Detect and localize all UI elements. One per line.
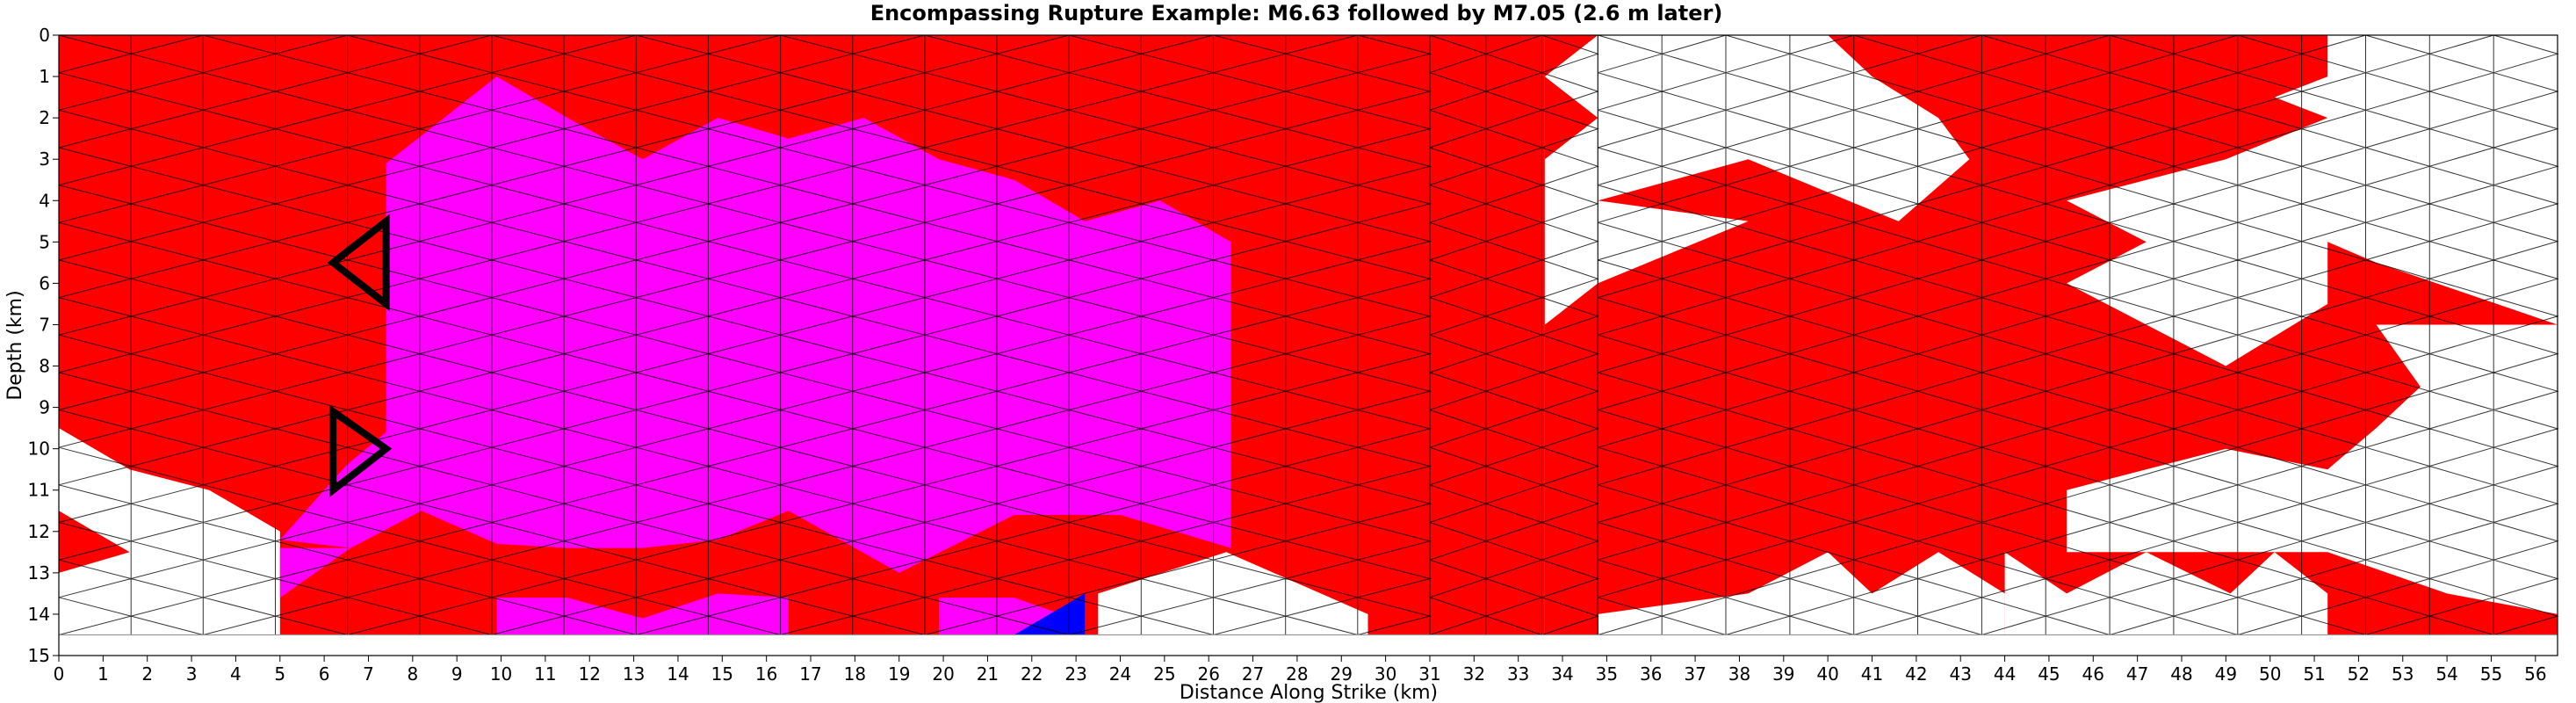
x-tick-label-49: 49 <box>2215 663 2237 685</box>
x-tick-label-33: 33 <box>1507 663 1529 685</box>
x-tick-label-11: 11 <box>534 663 556 685</box>
region-unruptured-3 <box>1598 552 2005 635</box>
region-overlap-0 <box>1014 593 1086 635</box>
x-tick-label-29: 29 <box>1331 663 1353 685</box>
hypocenter-markers <box>327 214 393 497</box>
x-tick-label-38: 38 <box>1728 663 1750 685</box>
y-tick-label-12: 12 <box>28 521 50 542</box>
plot-frame <box>58 34 2558 656</box>
x-tick-label-55: 55 <box>2480 663 2502 685</box>
x-tick-label-36: 36 <box>1640 663 1662 685</box>
y-tick-label-1: 1 <box>39 66 50 87</box>
x-tick-label-2: 2 <box>141 663 153 685</box>
x-tick-label-23: 23 <box>1064 663 1086 685</box>
hypocenter-marker-1 <box>329 404 393 497</box>
x-axis-label: Distance Along Strike (km) <box>1180 682 1438 703</box>
x-axis-ticks: 0 1 2 3 4 5 6 7 8 9 10 11 12 13 14 15 16 17 18 19 20 21 22 23 24… <box>54 656 2547 685</box>
fault-mesh <box>58 34 2559 636</box>
mesh-lines-2 <box>1597 34 2559 635</box>
x-tick-label-12: 12 <box>579 663 601 685</box>
x-tick-label-20: 20 <box>932 663 954 685</box>
x-tick-label-48: 48 <box>2170 663 2192 685</box>
chart-title: Encompassing Rupture Example: M6.63 foll… <box>870 1 1723 25</box>
x-tick-label-26: 26 <box>1197 663 1219 685</box>
x-tick-label-30: 30 <box>1375 663 1396 685</box>
y-tick-label-7: 7 <box>39 314 50 335</box>
y-tick-label-9: 9 <box>39 397 50 418</box>
x-tick-label-21: 21 <box>977 663 999 685</box>
x-tick-label-22: 22 <box>1021 663 1043 685</box>
y-tick-label-5: 5 <box>39 231 50 252</box>
y-tick-label-13: 13 <box>28 562 50 583</box>
y-tick-label-15: 15 <box>28 645 50 666</box>
x-tick-label-41: 41 <box>1861 663 1883 685</box>
x-tick-label-5: 5 <box>274 663 285 685</box>
x-tick-label-54: 54 <box>2435 663 2457 685</box>
x-tick-label-50: 50 <box>2259 663 2281 685</box>
x-tick-label-32: 32 <box>1463 663 1485 685</box>
x-tick-label-7: 7 <box>363 663 374 685</box>
x-tick-label-45: 45 <box>2038 663 2060 685</box>
x-tick-label-53: 53 <box>2392 663 2414 685</box>
x-tick-label-42: 42 <box>1905 663 1927 685</box>
mesh-section-2 <box>1597 34 2559 635</box>
x-tick-label-24: 24 <box>1109 663 1131 685</box>
region-second-event-2 <box>496 593 789 635</box>
x-tick-label-31: 31 <box>1418 663 1440 685</box>
x-tick-label-14: 14 <box>667 663 689 685</box>
x-tick-label-8: 8 <box>407 663 418 685</box>
x-tick-label-51: 51 <box>2303 663 2325 685</box>
x-tick-label-35: 35 <box>1596 663 1618 685</box>
y-tick-label-10: 10 <box>28 438 50 460</box>
y-tick-label-11: 11 <box>28 480 50 501</box>
x-tick-label-56: 56 <box>2524 663 2546 685</box>
x-tick-label-9: 9 <box>451 663 463 685</box>
x-tick-label-16: 16 <box>755 663 777 685</box>
x-tick-label-37: 37 <box>1684 663 1706 685</box>
x-tick-label-10: 10 <box>490 663 512 685</box>
x-tick-label-6: 6 <box>319 663 330 685</box>
x-tick-label-43: 43 <box>1949 663 1971 685</box>
y-tick-label-6: 6 <box>39 272 50 294</box>
region-second-event-1 <box>279 547 351 598</box>
x-tick-label-27: 27 <box>1242 663 1264 685</box>
x-tick-label-19: 19 <box>888 663 910 685</box>
x-tick-label-52: 52 <box>2348 663 2370 685</box>
y-axis-label: Depth (km) <box>4 290 26 400</box>
plot-area <box>58 34 2559 656</box>
x-tick-label-0: 0 <box>54 663 65 685</box>
hypocenter-marker-0 <box>327 214 390 312</box>
y-tick-label-3: 3 <box>39 149 50 170</box>
x-tick-label-44: 44 <box>1994 663 2016 685</box>
x-tick-label-46: 46 <box>2082 663 2104 685</box>
x-tick-label-1: 1 <box>97 663 109 685</box>
x-tick-label-4: 4 <box>230 663 242 685</box>
x-tick-label-3: 3 <box>186 663 198 685</box>
x-tick-label-25: 25 <box>1153 663 1175 685</box>
x-tick-label-40: 40 <box>1816 663 1838 685</box>
y-tick-label-0: 0 <box>39 25 50 46</box>
y-tick-label-4: 4 <box>39 190 50 211</box>
region-second-event-0 <box>279 76 1231 573</box>
y-tick-label-2: 2 <box>39 107 50 128</box>
x-tick-label-47: 47 <box>2126 663 2148 685</box>
x-tick-label-39: 39 <box>1772 663 1794 685</box>
y-tick-label-8: 8 <box>39 356 50 377</box>
x-tick-label-15: 15 <box>711 663 733 685</box>
x-tick-label-17: 17 <box>799 663 821 685</box>
region-first-event-1 <box>1430 35 1545 635</box>
y-tick-label-14: 14 <box>28 604 50 625</box>
x-tick-label-34: 34 <box>1551 663 1573 685</box>
x-tick-label-18: 18 <box>844 663 866 685</box>
region-unruptured-4 <box>2004 552 2328 635</box>
x-tick-label-13: 13 <box>623 663 645 685</box>
x-tick-label-28: 28 <box>1286 663 1308 685</box>
region-unruptured-1 <box>1098 552 1368 635</box>
